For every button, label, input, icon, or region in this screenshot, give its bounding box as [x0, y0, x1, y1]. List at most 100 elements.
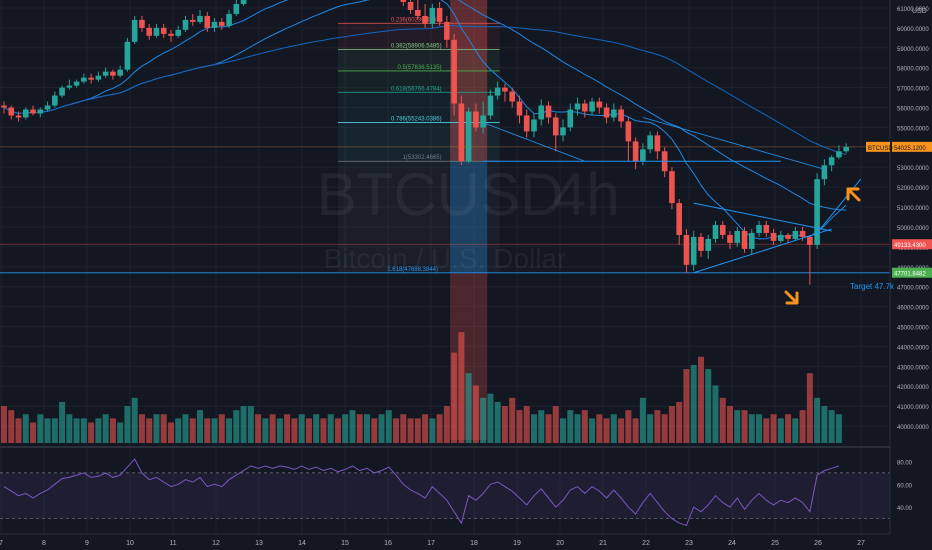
candle-body: [204, 15, 211, 28]
price-tick-label: 52000.0000: [897, 186, 929, 192]
volume-bar: [494, 401, 501, 443]
volume-bar: [741, 410, 748, 443]
candle-body: [66, 85, 73, 88]
green-level-label-bg: [892, 267, 932, 278]
volume-bar: [501, 406, 508, 443]
time-tick-label: 25: [771, 540, 779, 547]
price-tick-label: 57000.0000: [897, 87, 929, 93]
volume-bar: [393, 418, 400, 443]
volume-bar: [371, 418, 378, 443]
volume-bar: [364, 414, 370, 443]
candle-body: [683, 234, 690, 265]
time-tick-label: 27: [857, 540, 865, 547]
rsi-tick-label: 60.00: [897, 483, 913, 489]
price-tick-label: 56000.0000: [897, 107, 929, 113]
candle-body: [799, 230, 806, 237]
volume-bar: [785, 414, 792, 443]
volume-bar: [422, 414, 429, 443]
time-to-close: 01:13:14: [894, 153, 914, 159]
arrow-shape: [784, 290, 799, 305]
volume-bar: [73, 418, 80, 443]
volume-bar: [15, 418, 22, 443]
candle-body: [748, 232, 755, 249]
volume-bar: [1, 406, 7, 443]
triangle-upper-line: [693, 202, 832, 232]
candle-body: [153, 27, 160, 36]
volume-bar: [429, 418, 436, 443]
candle-body: [523, 115, 530, 132]
volume-bar: [160, 414, 167, 443]
volume-bar: [175, 418, 182, 443]
volume-bar: [37, 414, 44, 443]
volume-bar: [146, 418, 153, 443]
volume-bar: [88, 422, 95, 443]
volume-bar: [712, 385, 719, 443]
orange-arrow-icon: [846, 187, 861, 202]
candle-body: [226, 13, 232, 26]
target-label: Target 47.7k: [850, 282, 895, 291]
fib-level-label: 0.236(60230.4903): [391, 17, 442, 23]
candle-body: [458, 103, 465, 162]
volume-bar: [763, 418, 770, 443]
candle-body: [821, 165, 828, 180]
candle-body: [139, 19, 145, 28]
volume-bar: [799, 410, 806, 443]
time-tick-label: 19: [513, 540, 521, 547]
volume-bar: [233, 410, 240, 443]
volume-bar: [639, 397, 646, 443]
volume-bar: [59, 401, 66, 443]
candle-body: [719, 224, 726, 235]
candle-body: [189, 19, 196, 22]
volume-bar: [465, 373, 472, 443]
time-tick-label: 11: [169, 540, 176, 547]
volume-bar: [291, 418, 298, 443]
candle-body: [538, 105, 545, 120]
candle-body: [778, 234, 784, 241]
candle-body: [509, 91, 515, 102]
candle-body: [102, 71, 109, 76]
candle-body: [712, 224, 719, 239]
volume-bar: [705, 369, 712, 443]
candle-body: [807, 236, 813, 245]
candle-body: [415, 9, 421, 16]
candle-body: [110, 71, 116, 76]
time-tick-label: 14: [298, 540, 306, 547]
candle-body: [422, 15, 428, 24]
candle-body: [763, 224, 770, 233]
candle-body: [843, 146, 849, 152]
volume-bar: [516, 410, 523, 443]
candle-body: [836, 151, 842, 158]
candle-body: [676, 203, 682, 235]
candle-body: [233, 3, 240, 14]
moving-average-line: [3, 0, 847, 240]
candle-body: [589, 101, 595, 112]
candle-body: [814, 179, 820, 245]
time-tick-label: 21: [599, 540, 607, 547]
candle-body: [124, 41, 131, 70]
candle-body: [632, 141, 639, 162]
volume-bar: [596, 414, 603, 443]
volume-bar: [22, 414, 29, 443]
volume-bar: [95, 418, 102, 443]
grid: [0, 0, 890, 534]
volume-bars: [1, 332, 842, 443]
volume-bar: [683, 369, 690, 443]
price-tick-label: 45000.0000: [897, 326, 929, 332]
volume-bar: [197, 410, 204, 443]
candle-body: [756, 224, 762, 233]
volume-bar: [632, 418, 639, 443]
candle-body: [22, 109, 29, 118]
candle-body: [465, 111, 472, 162]
volume-bar: [305, 418, 312, 443]
moving-average-line: [3, 24, 847, 156]
volume-bar: [247, 406, 254, 443]
candle-body: [407, 1, 414, 10]
volume-bar: [828, 410, 835, 443]
volume-bar: [530, 414, 537, 443]
volume-bar: [734, 410, 741, 443]
volume-bar: [255, 414, 262, 443]
price-tick-label: 47000.0000: [897, 286, 929, 292]
time-tick-label: 17: [427, 540, 435, 547]
